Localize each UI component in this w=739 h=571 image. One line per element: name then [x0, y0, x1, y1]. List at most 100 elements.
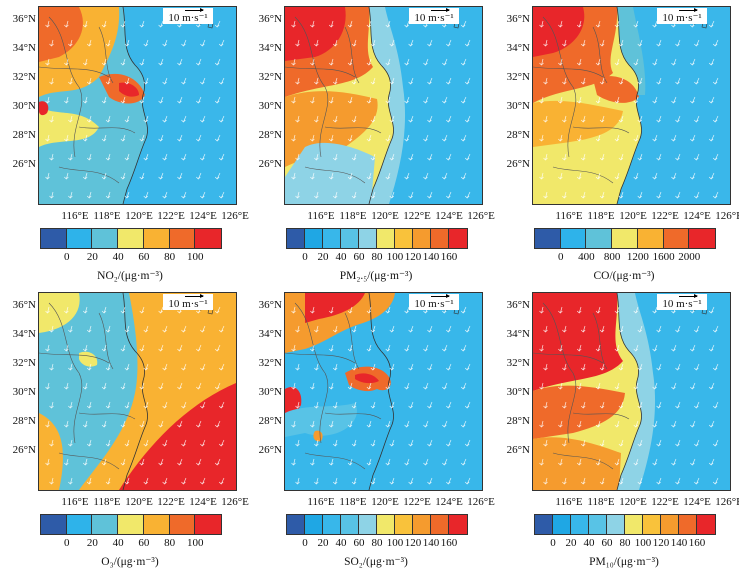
latitude-label: 28°N [12, 415, 36, 427]
wind-vector [314, 77, 319, 85]
latitude-label: 32°N [12, 357, 36, 369]
longitude-label: 124°E [189, 210, 217, 222]
wind-vector [460, 172, 467, 180]
longitude-label: 122°E [157, 210, 185, 222]
wind-scale-label: 10 m·s⁻¹ [662, 298, 702, 310]
wind-vector [124, 115, 130, 123]
wind-vector [295, 39, 300, 47]
color-scale-bar [534, 514, 716, 535]
latitude-label: 36°N [506, 299, 530, 311]
color-scale-swatch [377, 515, 395, 534]
wind-vector [366, 306, 372, 314]
concentration-map: 10 m·s⁻¹ [38, 292, 237, 491]
wind-vector [101, 20, 107, 28]
wind-vector [366, 458, 372, 466]
wind-vector [694, 115, 700, 123]
wind-vector [464, 477, 471, 485]
wind-vector [143, 115, 149, 123]
province-boundary [552, 452, 614, 470]
color-scale-bar [286, 514, 468, 535]
color-scale-swatch [118, 515, 144, 534]
wind-vector [576, 96, 582, 104]
wind-vector [347, 420, 353, 428]
wind-vector [120, 344, 126, 352]
wind-vector [675, 77, 681, 85]
longitude-label: 120°E [371, 496, 399, 508]
longitude-label: 124°E [683, 210, 711, 222]
latitude-label: 28°N [258, 415, 282, 427]
wind-vector [618, 115, 624, 123]
wind-vector [196, 134, 202, 142]
wind-vector [446, 39, 452, 47]
wind-vector [464, 439, 471, 447]
wind-vector [310, 382, 315, 390]
wind-vector [580, 191, 586, 199]
wind-vector [101, 58, 107, 66]
wind-vector [595, 172, 601, 180]
longitude-label: 118°E [93, 210, 121, 222]
wind-vector [558, 172, 563, 180]
wind-vector [366, 96, 372, 104]
longitude-label: 116°E [307, 496, 335, 508]
wind-vector [347, 306, 353, 314]
wind-vector [351, 439, 357, 447]
wind-vector [614, 134, 620, 142]
color-scale-tick: 40 [112, 537, 124, 549]
wind-vector [366, 420, 372, 428]
wind-vector [652, 134, 658, 142]
wind-vector [446, 153, 452, 161]
wind-vector [460, 458, 467, 466]
wind-vector [442, 344, 448, 352]
wind-vector [404, 382, 410, 390]
wind-vector [162, 439, 168, 447]
wind-vector [656, 153, 662, 161]
concentration-region [617, 293, 656, 490]
wind-vector [82, 20, 88, 28]
wind-vector [218, 325, 225, 333]
coastline [122, 293, 148, 490]
wind-vector [196, 420, 202, 428]
wind-vector [446, 401, 452, 409]
wind-vector [427, 153, 433, 161]
color-scale-tick: 20 [317, 537, 329, 549]
wind-vector [599, 115, 605, 123]
wind-vector [105, 325, 111, 333]
wind-vector [539, 306, 544, 314]
wind-vector [82, 306, 88, 314]
wind-vector [332, 191, 338, 199]
color-scale-tick: 400 [578, 251, 595, 263]
wind-vector [214, 306, 221, 314]
wind-vector [162, 191, 168, 199]
wind-vector [671, 344, 677, 352]
province-boundary [294, 16, 329, 158]
color-scale-swatch [169, 515, 196, 534]
province-boundary [542, 16, 577, 158]
wind-vector [614, 58, 620, 66]
wind-vector [200, 477, 206, 485]
wind-vector [139, 20, 145, 28]
latitude-label: 30°N [12, 386, 36, 398]
longitude-label: 122°E [403, 210, 431, 222]
wind-vector [86, 153, 92, 161]
wind-vector [139, 96, 145, 104]
wind-vector [45, 420, 50, 428]
wind-vector [162, 39, 168, 47]
wind-vector [618, 477, 624, 485]
wind-vector [177, 134, 183, 142]
wind-vector [45, 96, 50, 104]
color-scale-swatch [413, 515, 431, 534]
wind-scale-legend: 10 m·s⁻¹ [657, 8, 707, 24]
latitude-label: 36°N [12, 299, 36, 311]
wind-vector [347, 96, 353, 104]
wind-vector [675, 191, 681, 199]
wind-vector [177, 344, 183, 352]
wind-vector [385, 96, 391, 104]
wind-vector [86, 401, 92, 409]
wind-vector [314, 401, 319, 409]
concentration-region [355, 373, 379, 384]
wind-vector [291, 306, 296, 314]
wind-vector [351, 77, 357, 85]
concentration-map: 10 m·s⁻¹ [284, 292, 483, 491]
wind-vector [558, 458, 563, 466]
wind-vector [389, 439, 395, 447]
